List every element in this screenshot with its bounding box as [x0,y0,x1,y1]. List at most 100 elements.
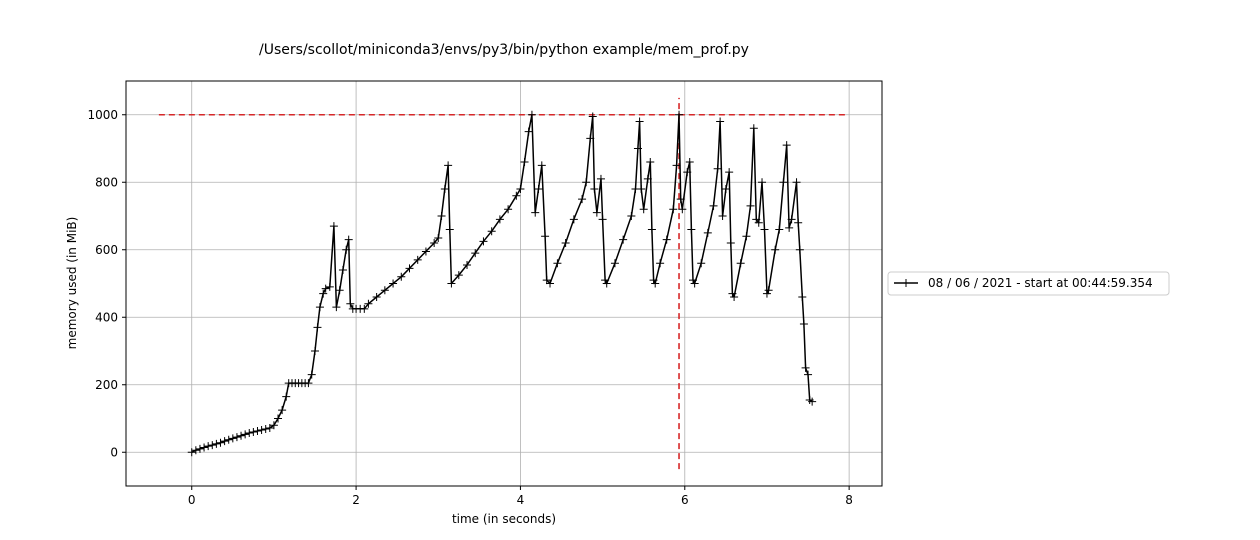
data-point-marker [647,225,656,234]
data-point-marker [257,425,266,434]
data-point-marker [553,259,562,268]
data-point-marker [758,178,767,187]
data-point-marker [504,205,513,214]
data-point-marker [304,379,313,388]
data-point-marker [237,431,246,440]
data-point-marker [421,247,430,256]
data-point-marker [241,430,250,439]
data-point-marker [537,161,546,170]
data-point-marker [676,195,685,204]
data-point-marker [795,245,804,254]
legend-marker-sample [902,279,910,287]
data-point-marker [542,276,551,285]
memory-series-line [191,114,813,453]
data-point-marker [195,444,204,453]
data-point-marker [779,178,788,187]
data-point-marker [804,370,813,379]
data-point-marker [709,201,718,210]
data-point-marker [582,178,591,187]
y-tick-label: 0 [110,445,118,459]
data-point-marker [578,195,587,204]
data-point-marker [224,435,233,444]
data-point-marker [344,235,353,244]
data-point-marker [764,286,773,295]
data-point-marker [200,443,209,452]
data-point-marker [364,299,373,308]
data-point-marker [220,437,229,446]
data-point-marker [430,239,439,247]
data-point-marker [787,215,796,224]
data-point-marker [728,289,737,298]
plot-frame [125,80,883,487]
data-point-marker [588,112,597,121]
x-tick-label: 6 [681,493,689,507]
data-point-marker [792,178,801,187]
data-point-marker [342,245,351,254]
data-point-marker [360,304,369,313]
data-point-marker [718,212,727,220]
data-point-marker [372,293,381,301]
data-point-marker [447,279,456,288]
data-point-marker [389,279,398,288]
x-tick-label: 2 [352,493,360,507]
data-point-marker [434,233,443,242]
y-tick-label: 600 [95,243,118,257]
data-point-marker [479,237,488,246]
data-point-marker [569,215,578,224]
data-point-marker [311,347,319,355]
data-point-marker [602,279,611,288]
data-point-marker [586,134,595,143]
axis-ticks: 0 2 4 6 8 0 200 400 600 800 1000 [87,108,852,507]
data-point-marker [742,232,751,241]
data-point-marker [716,117,725,126]
data-point-marker [191,446,200,455]
data-point-marker [633,144,642,153]
data-point-marker [782,141,791,150]
data-point-marker [228,434,237,443]
grid [126,81,882,486]
y-tick-label: 400 [95,310,118,324]
data-point-marker [736,259,745,268]
data-point-marker [265,423,274,432]
data-point-marker [546,279,555,288]
data-point-marker [307,370,316,379]
data-point-marker [413,255,422,264]
legend-entry-label: 08 / 06 / 2021 - start at 00:44:59.354 [928,276,1153,290]
x-tick-label: 8 [845,493,853,507]
data-point-marker [799,320,808,328]
data-point-marker [454,271,463,280]
data-point-marker [269,421,278,430]
data-point-marker [561,239,570,247]
data-point-marker [261,424,270,433]
legend: 08 / 06 / 2021 - start at 00:44:59.354 [887,271,1170,296]
series-group [187,110,817,457]
data-point-marker [187,448,196,457]
data-point-marker [471,249,480,258]
data-point-marker [313,323,322,332]
y-axis-label: memory used (in MiB) [65,217,79,350]
data-point-marker [596,174,605,183]
data-point-marker [590,185,599,193]
data-point-marker [646,158,655,166]
data-point-marker [713,164,722,173]
data-point-marker [730,293,739,301]
data-point-marker [685,158,694,166]
data-point-marker [274,414,283,423]
y-tick-label: 800 [95,175,118,189]
data-point-marker [397,272,406,281]
x-tick-label: 4 [517,493,525,507]
data-point-marker [703,228,712,237]
data-point-marker [687,225,696,234]
data-point-marker [635,117,644,126]
data-point-marker [669,205,678,214]
data-point-marker [380,286,389,295]
data-point-marker [592,208,601,217]
data-point-marker [726,239,735,247]
data-point-marker [512,191,521,200]
data-point-marker [338,266,347,274]
data-point-marker [794,218,803,227]
data-point-marker [785,223,794,232]
data-point-marker [282,392,291,401]
data-point-marker [643,174,652,183]
reference-lines [158,97,846,470]
